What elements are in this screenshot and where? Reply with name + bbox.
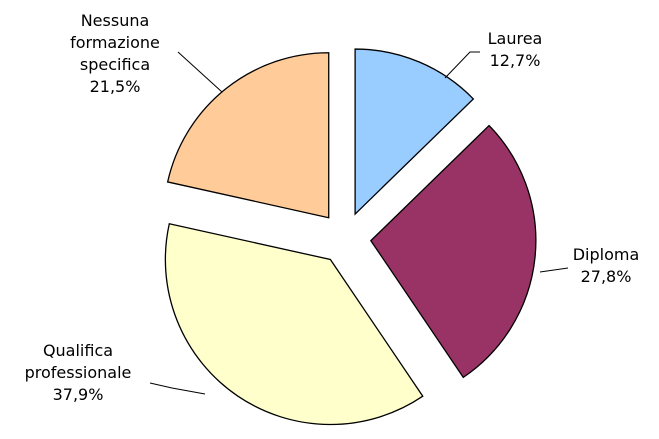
category-label: Qualifica professionale — [24, 341, 132, 382]
leader-line — [539, 267, 569, 273]
value-label: 12,7% — [489, 51, 541, 70]
pie-slice — [164, 222, 424, 426]
pie-slice — [370, 124, 537, 379]
category-label: Laurea — [487, 29, 543, 48]
value-label: 37,9% — [52, 385, 104, 404]
category-label: Diploma — [572, 245, 640, 264]
category-label: Nessuna formazione specifica — [70, 11, 160, 74]
slice-label: Diploma 27,8% — [551, 244, 659, 288]
slice-label: Nessuna formazione specifica 21,5% — [60, 10, 170, 98]
pie-slice — [354, 48, 475, 216]
leader-line — [149, 382, 206, 395]
slice-label: Laurea 12,7% — [460, 28, 570, 72]
leader-line — [444, 51, 480, 79]
pie-slice — [166, 52, 330, 219]
slice-label: Qualifica professionale 37,9% — [13, 340, 143, 406]
value-label: 27,8% — [580, 267, 632, 286]
value-label: 21,5% — [89, 77, 141, 96]
leader-line — [177, 51, 223, 93]
